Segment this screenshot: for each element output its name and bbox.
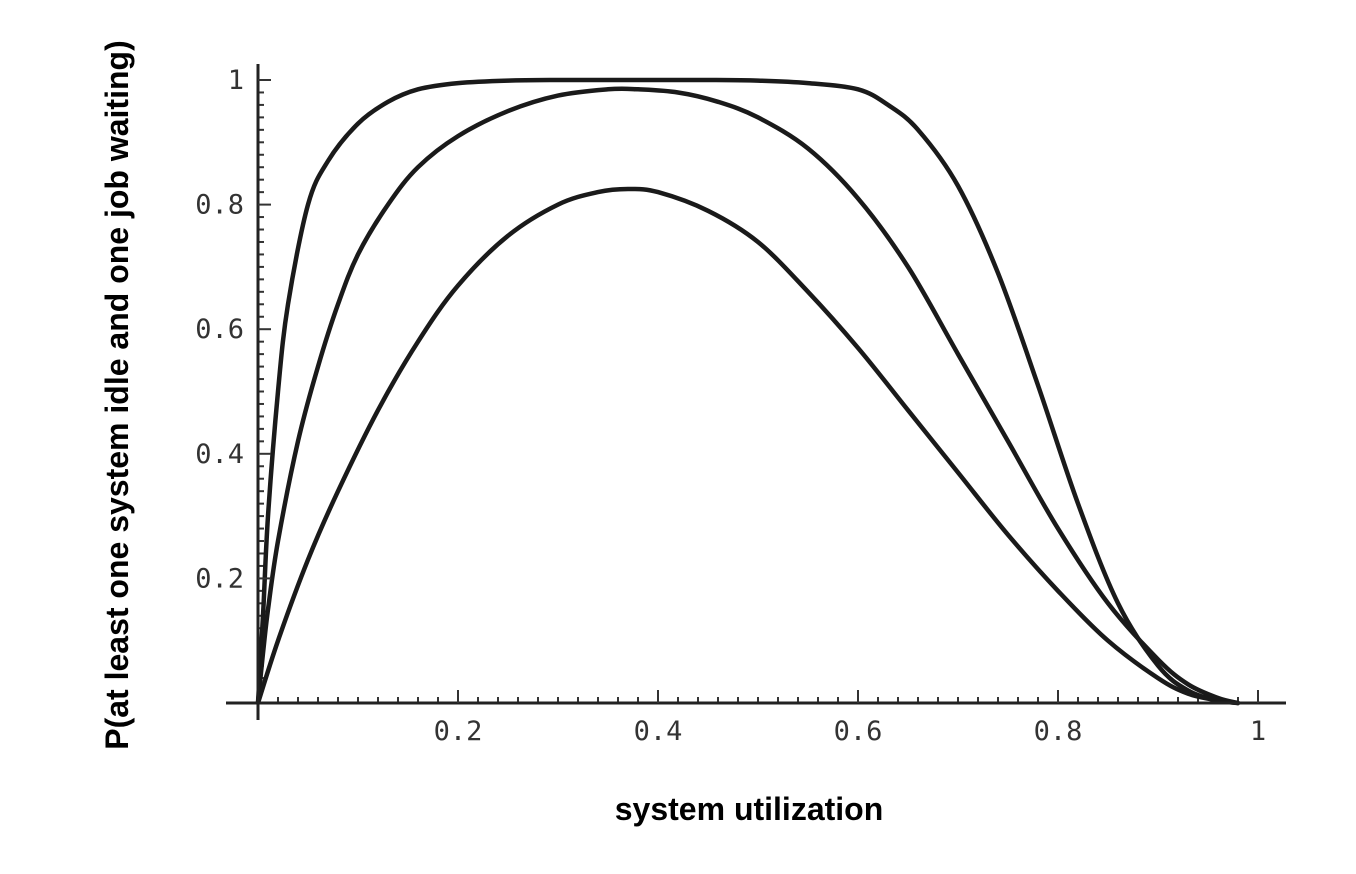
y-tick-label: 1 xyxy=(228,65,244,96)
y-tick-label: 0.2 xyxy=(195,563,244,594)
x-tick-label: 0.8 xyxy=(1034,716,1083,747)
x-axis-title: system utilization xyxy=(615,791,884,827)
series-line-3 xyxy=(255,186,1241,706)
x-tick-label: 1 xyxy=(1250,716,1266,747)
series-group xyxy=(255,77,1241,706)
y-axis-title: P(at least one system idle and one job w… xyxy=(99,40,135,749)
y-tick-label: 0.8 xyxy=(195,190,244,221)
x-tick-label: 0.4 xyxy=(634,716,683,747)
x-ticks: 0.2 0.4 0.6 0.8 1 xyxy=(434,690,1266,747)
y-ticks: 0.2 0.4 0.6 0.8 1 xyxy=(195,65,271,594)
y-tick-label: 0.6 xyxy=(195,314,244,345)
x-tick-label: 0.6 xyxy=(834,716,883,747)
y-tick-label: 0.4 xyxy=(195,439,244,470)
series-line-1 xyxy=(255,77,1241,706)
x-tick-label: 0.2 xyxy=(434,716,483,747)
series-line-2 xyxy=(255,86,1241,706)
